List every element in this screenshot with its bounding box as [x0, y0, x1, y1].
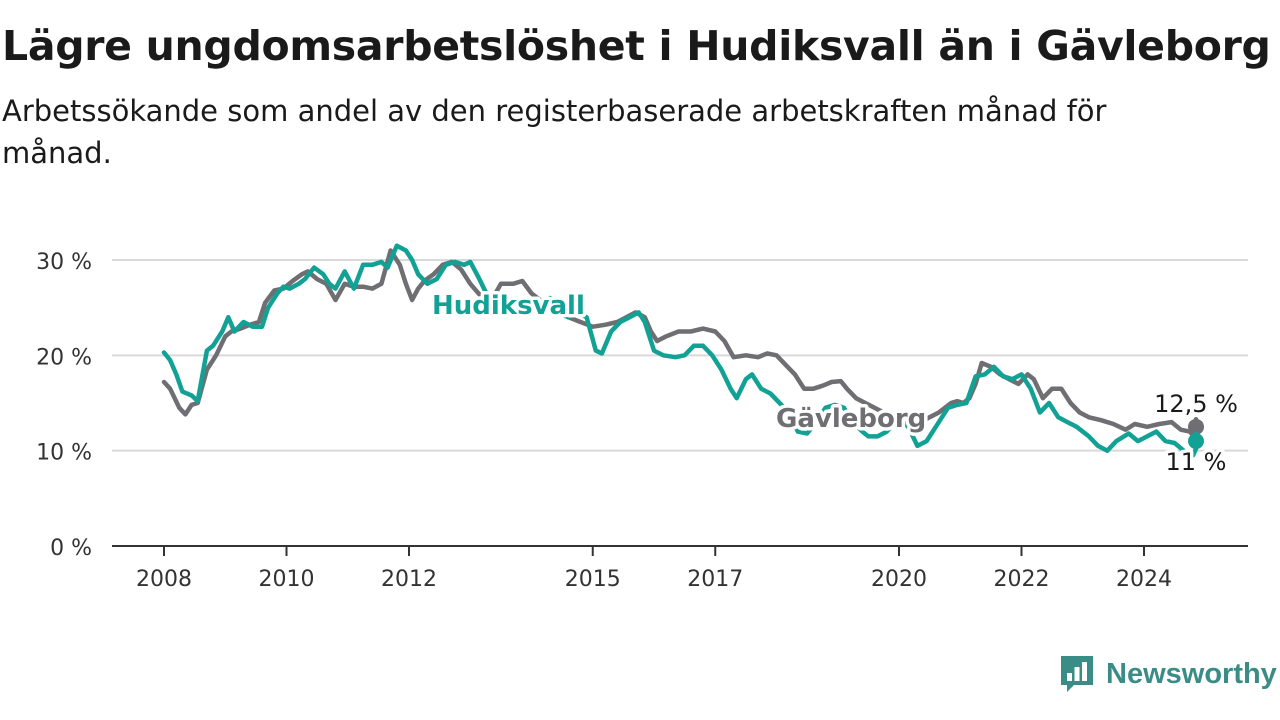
series-lines	[161, 243, 1204, 458]
y-tick-label: 20 %	[36, 345, 92, 370]
series-labels: Hudiksvall Gävleborg 12,5 % 11 %	[429, 288, 1242, 480]
x-tick-label: 2012	[381, 567, 437, 592]
chart-title: Lägre ungdomsarbetslöshet i Hudiksvall ä…	[2, 22, 1271, 70]
y-axis-ticks: 0 % 10 % 20 % 30 %	[36, 250, 92, 561]
series-line-hudiksvall	[161, 243, 1199, 458]
end-point-gävleborg	[1188, 418, 1204, 435]
brand-name: Newsworthy	[1106, 657, 1277, 690]
x-tick-label: 2008	[136, 567, 192, 592]
x-tick-label: 2024	[1116, 567, 1172, 592]
series-label-hudiksvall: Hudiksvall	[432, 291, 585, 321]
newsworthy-logo: Newsworthy	[1058, 652, 1277, 696]
end-value-label-gavleborg: 12,5 %	[1154, 390, 1238, 418]
x-tick-label: 2022	[994, 567, 1050, 592]
bar-chart-bubble-icon	[1061, 656, 1093, 692]
chart-subtitle: Arbetssökande som andel av den registerb…	[2, 94, 1107, 170]
y-tick-label: 10 %	[36, 441, 92, 466]
x-axis: 2008 2010 2012 2015 2017 2020 2022 2024	[112, 545, 1248, 592]
x-tick-label: 2015	[565, 567, 621, 592]
series-label-gavleborg: Gävleborg	[776, 404, 926, 434]
x-tick-label: 2020	[871, 567, 927, 592]
series-line-gävleborg	[161, 248, 1199, 442]
end-point-hudiksvall	[1188, 433, 1204, 450]
y-tick-label: 0 %	[50, 536, 92, 561]
x-tick-label: 2010	[259, 567, 315, 592]
y-tick-label: 30 %	[36, 250, 92, 275]
x-tick-label: 2017	[687, 567, 743, 592]
end-value-label-hudiksvall: 11 %	[1166, 448, 1227, 476]
